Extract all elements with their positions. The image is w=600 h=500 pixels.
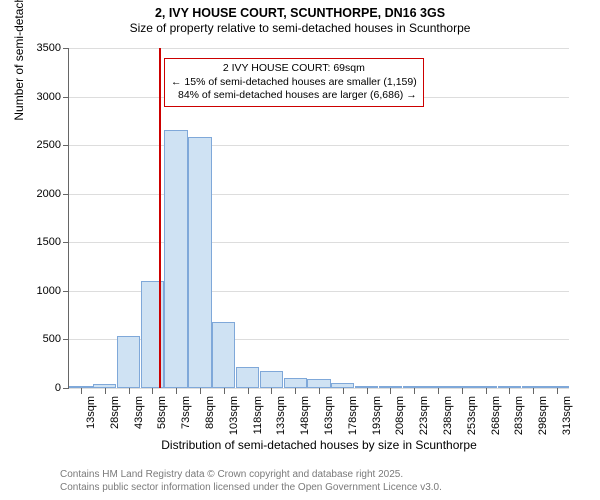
histogram-bar (236, 367, 259, 388)
x-tick-label: 253sqm (466, 396, 478, 435)
x-tick (509, 388, 510, 394)
plot-area: Distribution of semi-detached houses by … (68, 48, 569, 389)
gridline (69, 145, 569, 146)
x-tick-label: 193sqm (371, 396, 383, 435)
x-tick (438, 388, 439, 394)
x-tick-label: 268sqm (490, 396, 502, 435)
x-tick (343, 388, 344, 394)
x-tick (462, 388, 463, 394)
x-tick (390, 388, 391, 394)
x-tick-label: 13sqm (85, 396, 97, 429)
footer-attribution: Contains HM Land Registry data © Crown c… (60, 468, 442, 494)
annotation-box: 2 IVY HOUSE COURT: 69sqm← 15% of semi-de… (164, 58, 424, 107)
y-tick-label: 3000 (37, 91, 69, 103)
y-axis-label: Number of semi-detached properties (12, 0, 26, 121)
histogram-bar (117, 336, 140, 388)
x-tick (152, 388, 153, 394)
y-tick-label: 0 (55, 382, 69, 394)
x-tick (224, 388, 225, 394)
x-tick-label: 28sqm (109, 396, 121, 429)
x-tick (533, 388, 534, 394)
x-tick (176, 388, 177, 394)
x-tick (557, 388, 558, 394)
x-tick-label: 58sqm (156, 396, 168, 429)
gridline (69, 242, 569, 243)
x-tick-label: 313sqm (561, 396, 573, 435)
gridline (69, 194, 569, 195)
y-tick-label: 3500 (37, 42, 69, 54)
x-tick (200, 388, 201, 394)
chart-title: 2, IVY HOUSE COURT, SCUNTHORPE, DN16 3GS (0, 0, 600, 20)
x-tick (129, 388, 130, 394)
y-tick-label: 2500 (37, 139, 69, 151)
x-tick (271, 388, 272, 394)
x-tick-label: 103sqm (228, 396, 240, 435)
x-tick-label: 148sqm (299, 396, 311, 435)
histogram-bar (284, 378, 307, 388)
footer-line2: Contains public sector information licen… (60, 481, 442, 494)
y-tick-label: 2000 (37, 188, 69, 200)
annotation-line3: 84% of semi-detached houses are larger (… (171, 89, 417, 103)
histogram-bar (260, 371, 283, 388)
histogram-bar (188, 137, 211, 388)
x-tick-label: 73sqm (180, 396, 192, 429)
x-tick-label: 163sqm (323, 396, 335, 435)
x-tick (295, 388, 296, 394)
x-tick-label: 208sqm (394, 396, 406, 435)
x-tick (414, 388, 415, 394)
x-tick-label: 118sqm (252, 396, 264, 434)
chart-subtitle: Size of property relative to semi-detach… (0, 21, 600, 35)
x-tick (105, 388, 106, 394)
y-tick-label: 1000 (37, 285, 69, 297)
x-tick-label: 223sqm (418, 396, 430, 435)
y-tick-label: 1500 (37, 236, 69, 248)
gridline (69, 48, 569, 49)
annotation-line1: 2 IVY HOUSE COURT: 69sqm (171, 62, 417, 76)
x-tick (319, 388, 320, 394)
x-tick (81, 388, 82, 394)
x-tick-label: 88sqm (204, 396, 216, 429)
reference-line (159, 48, 161, 388)
x-tick (248, 388, 249, 394)
x-tick-label: 298sqm (537, 396, 549, 435)
x-tick-label: 283sqm (513, 396, 525, 435)
chart-container: 2, IVY HOUSE COURT, SCUNTHORPE, DN16 3GS… (0, 0, 600, 500)
x-tick-label: 238sqm (442, 396, 454, 435)
annotation-line2: ← 15% of semi-detached houses are smalle… (171, 76, 417, 90)
x-tick (486, 388, 487, 394)
x-axis-label: Distribution of semi-detached houses by … (69, 438, 569, 452)
x-tick-label: 43sqm (133, 396, 145, 429)
histogram-bar (212, 322, 235, 388)
histogram-bar (307, 379, 330, 388)
histogram-bar (164, 130, 187, 388)
y-tick-label: 500 (43, 333, 69, 345)
x-tick-label: 178sqm (347, 396, 359, 435)
footer-line1: Contains HM Land Registry data © Crown c… (60, 468, 442, 481)
x-tick (367, 388, 368, 394)
x-tick-label: 133sqm (275, 396, 287, 435)
